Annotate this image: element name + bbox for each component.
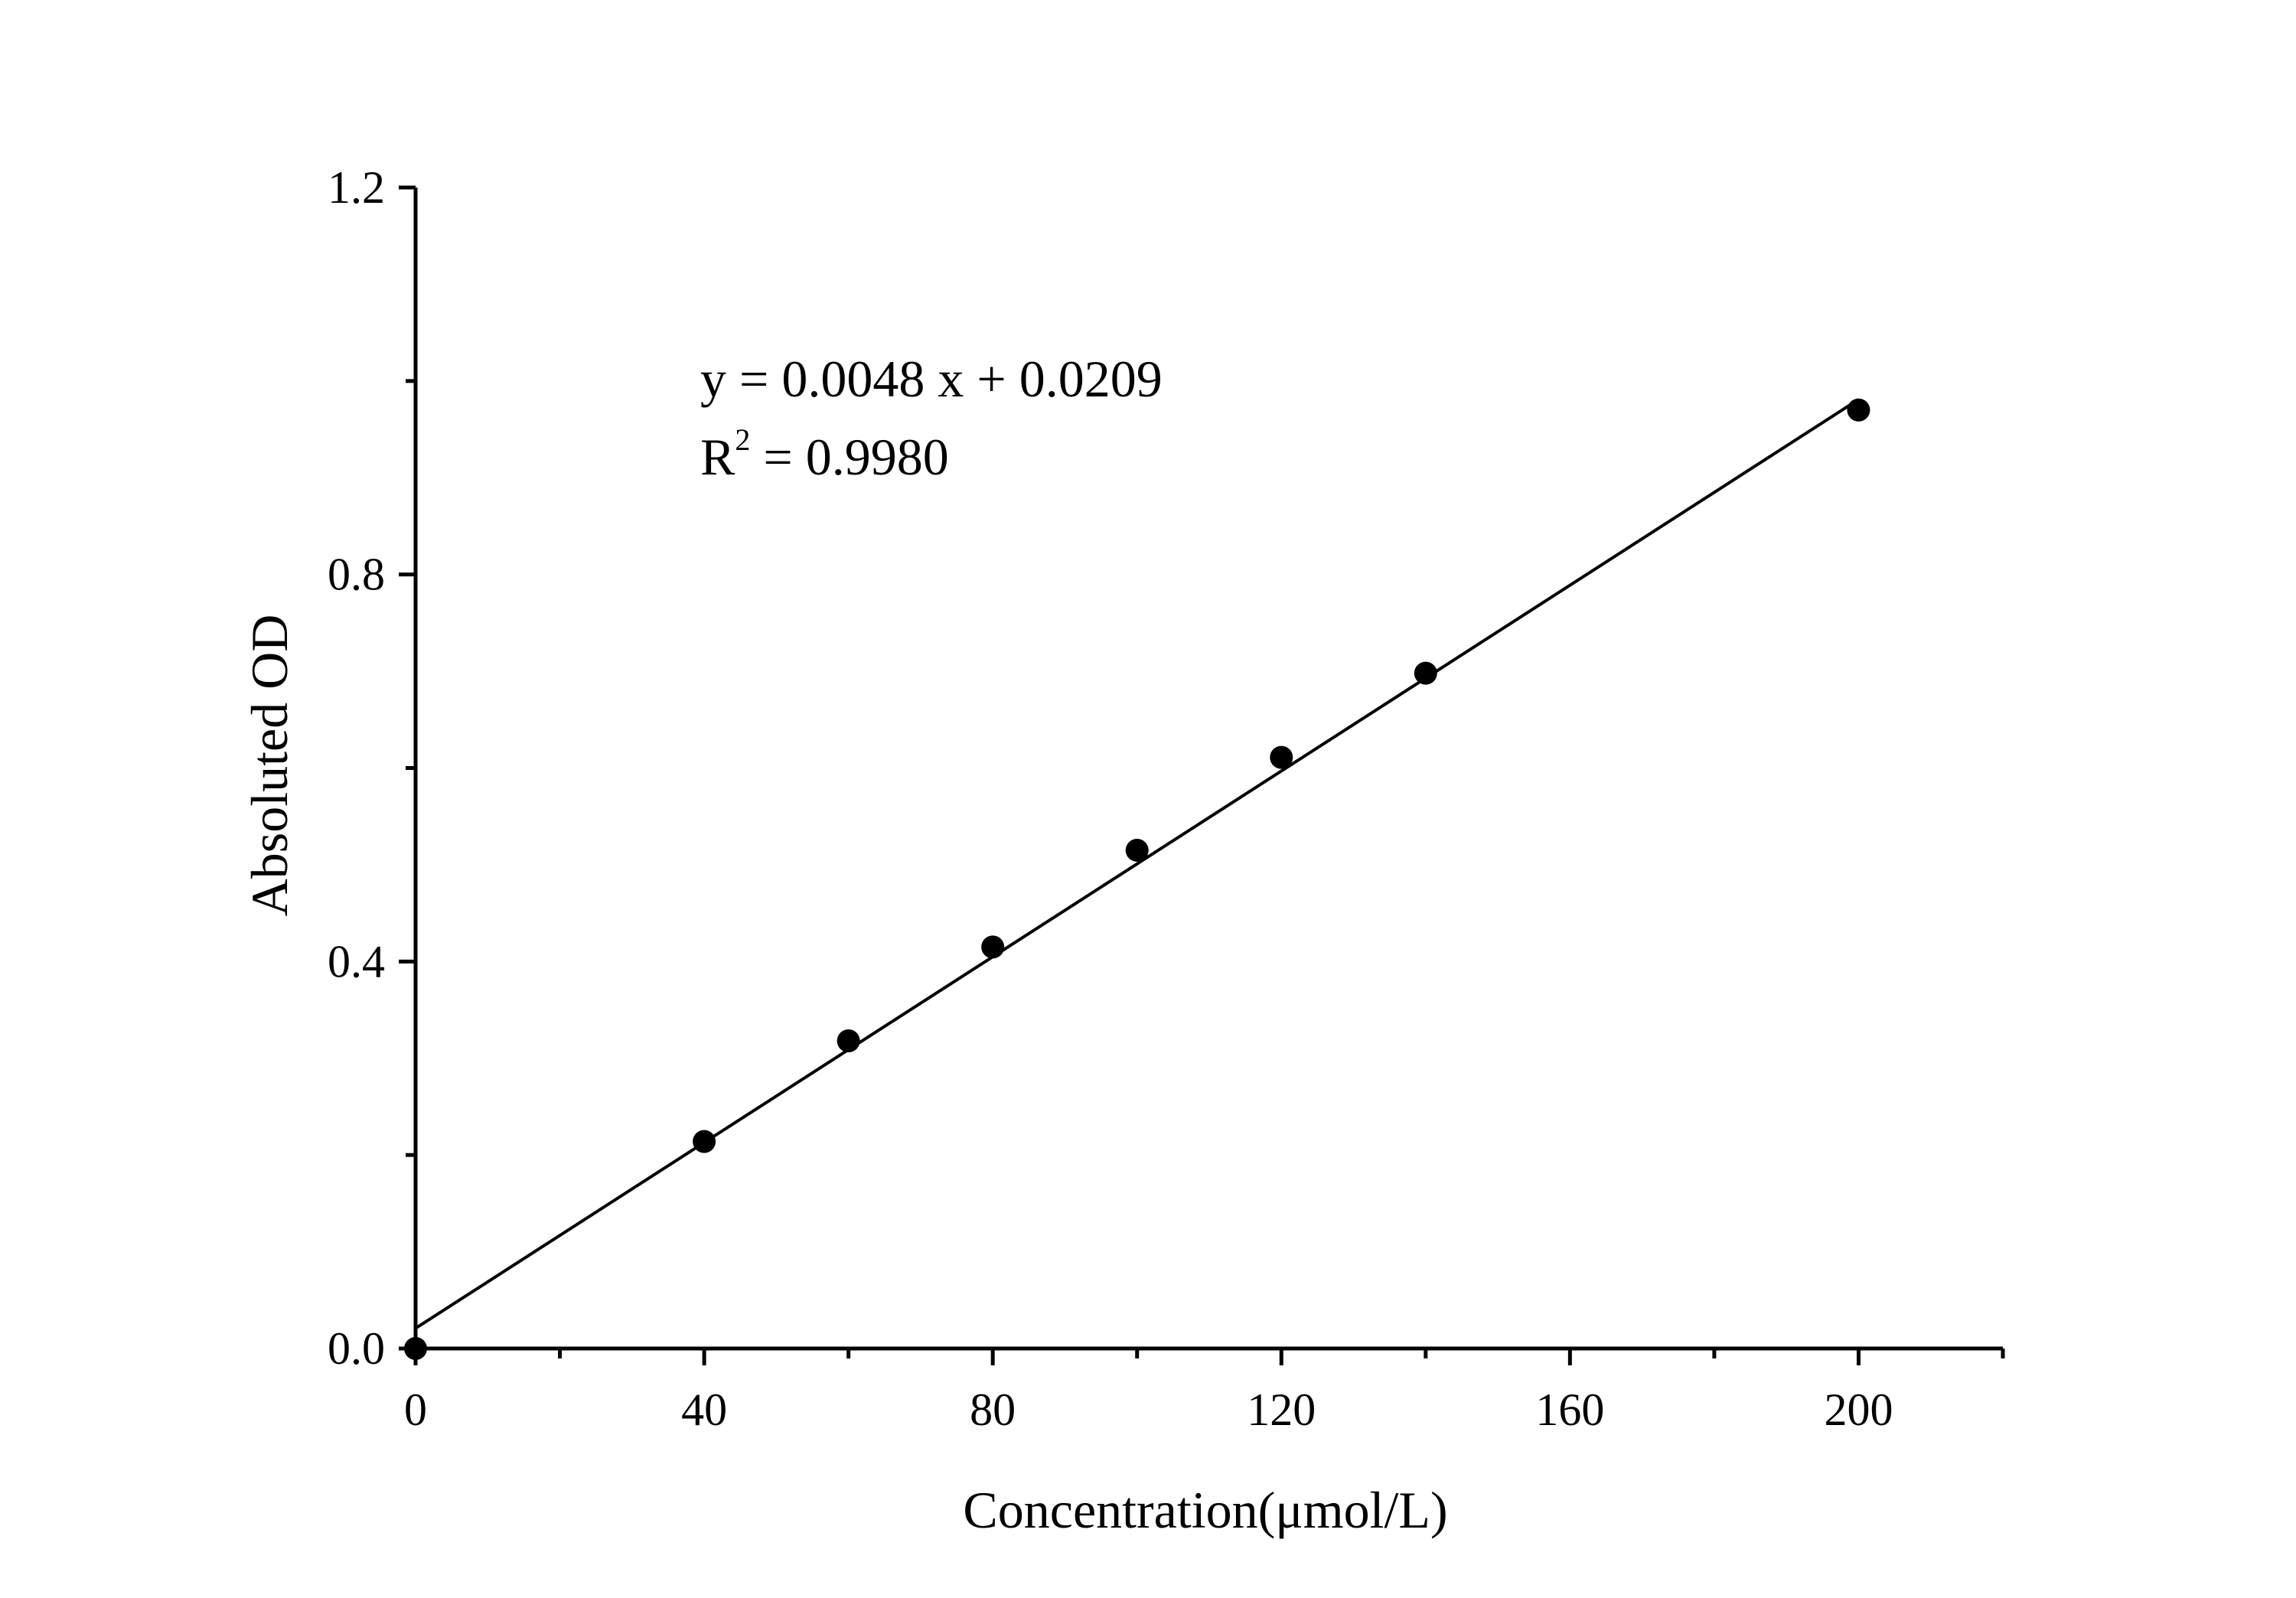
y-axis-label: Absoluted OD bbox=[240, 615, 298, 917]
r-squared-base: R bbox=[700, 428, 735, 486]
y-tick-label: 1.2 bbox=[328, 162, 385, 213]
data-point bbox=[404, 1337, 427, 1360]
data-point bbox=[1847, 398, 1870, 422]
data-point bbox=[1270, 745, 1293, 769]
x-tick-label: 0 bbox=[404, 1384, 427, 1435]
data-points bbox=[404, 398, 1870, 1360]
r-squared-exponent: 2 bbox=[735, 422, 750, 457]
regression-equation: y = 0.0048 x + 0.0209 bbox=[700, 350, 1163, 408]
x-tick-label: 80 bbox=[970, 1384, 1016, 1435]
y-tick-label: 0.0 bbox=[328, 1323, 385, 1374]
data-point bbox=[837, 1029, 860, 1052]
r-squared-annotation: R2 = 0.9980 bbox=[700, 422, 949, 486]
data-point bbox=[693, 1130, 716, 1153]
data-point bbox=[1414, 661, 1437, 685]
data-point bbox=[1125, 838, 1149, 862]
fit-line-group bbox=[414, 398, 1860, 1330]
x-tick-label: 120 bbox=[1247, 1384, 1316, 1435]
data-point bbox=[981, 935, 1005, 959]
y-tick-label: 0.8 bbox=[328, 550, 385, 600]
r-squared-value: = 0.9980 bbox=[750, 428, 948, 486]
x-tick-label: 200 bbox=[1824, 1384, 1893, 1435]
x-tick-label: 40 bbox=[681, 1384, 727, 1435]
x-axis-label: Concentration(μmol/L) bbox=[963, 1481, 1447, 1539]
axes: 0 40 80 120 160 200 0.0 0.4 0.8 1.2 bbox=[328, 162, 2005, 1435]
fit-line bbox=[414, 398, 1860, 1330]
x-tick-label: 160 bbox=[1535, 1384, 1604, 1435]
y-tick-label: 0.4 bbox=[328, 936, 385, 987]
